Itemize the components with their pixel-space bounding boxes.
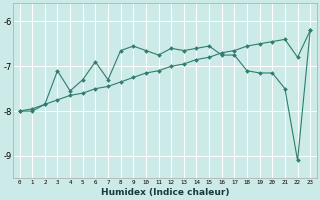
X-axis label: Humidex (Indice chaleur): Humidex (Indice chaleur) <box>100 188 229 197</box>
